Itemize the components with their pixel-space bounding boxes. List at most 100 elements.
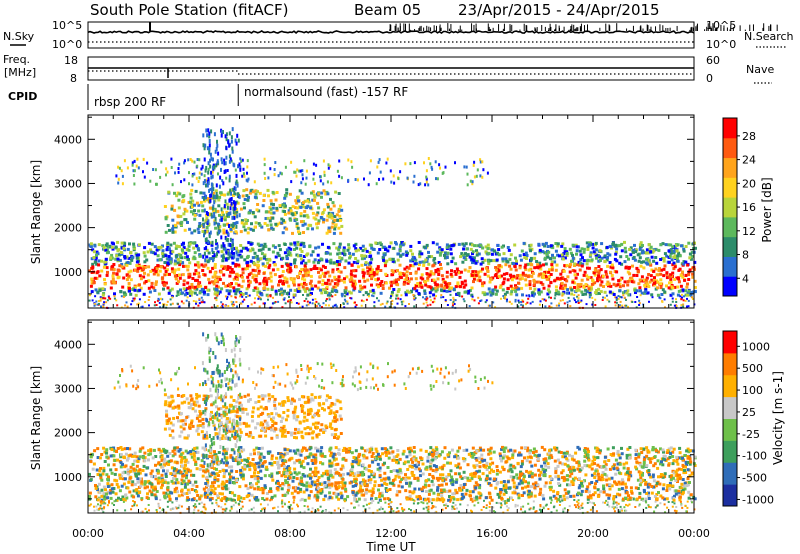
power-cell [94,256,98,260]
power-cell [524,283,528,287]
power-cell [472,256,476,260]
power-cell [174,171,176,175]
power-cell [488,280,492,284]
power-cell [220,167,222,172]
power-cell [379,170,382,174]
power-cell [497,266,501,270]
power-cell [165,167,168,171]
power-cell [368,171,371,175]
power-cell [647,243,651,247]
velocity-cell [557,498,561,502]
power-cell [319,216,323,219]
velocity-cell [363,466,367,470]
power-cell [310,284,314,288]
power-cell [598,249,602,253]
power-cell [237,164,239,169]
power-cell [500,274,504,278]
power-cell [563,264,567,268]
power-cell [626,289,630,293]
velocity-cell [629,474,633,478]
power-cell [212,191,216,195]
power-cell [599,283,603,287]
power-cell [170,204,174,208]
power-cell [396,289,400,293]
power-cell [328,282,332,286]
power-cell [561,257,565,261]
power-cell [450,274,454,278]
power-cell [208,270,212,274]
power-cell [213,221,216,226]
power-cell [311,302,314,305]
power-cell [537,265,541,269]
power-cell [198,213,202,217]
velocity-cell [590,473,594,477]
power-cell [425,180,428,184]
power-cell [682,262,686,266]
power-cell [290,160,293,164]
power-cell [228,198,231,203]
power-cell [559,299,562,302]
power-cell [94,295,97,298]
power-cell [165,303,168,306]
power-cell [606,252,610,256]
power-cell [348,251,352,255]
power-cell [321,279,325,283]
power-cell [226,222,230,226]
power-cell [188,171,190,175]
power-cell [632,273,636,277]
power-cell [445,270,449,274]
power-cell [435,177,437,181]
power-cell [248,280,252,284]
power-cell [389,169,392,173]
power-cell [191,199,195,203]
power-cell [524,278,528,282]
power-cell [428,273,432,277]
power-cell [243,298,246,301]
power-cell [278,275,282,279]
power-cell [247,283,251,287]
power-cell [455,267,459,271]
power-cell [309,274,313,278]
power-cell [242,225,246,229]
power-cell [239,207,243,211]
power-cell [116,240,120,244]
power-cell [283,193,287,197]
power-cell [585,262,589,266]
power-cell [587,285,591,289]
power-cell [338,214,342,218]
velocity-cell [674,478,678,482]
power-cell [562,290,566,294]
power-cell [301,223,305,227]
power-cell [254,189,258,193]
power-cell [322,302,325,305]
power-cell [550,296,552,299]
power-cell [610,274,614,277]
power-cell [521,293,524,297]
power-cell [142,157,145,161]
power-cell [244,221,248,225]
power-cell [90,277,94,281]
power-cell [283,243,287,246]
power-cell [225,155,228,160]
power-cell [605,282,609,286]
power-cell [663,264,667,268]
power-cell [528,280,532,283]
power-cell [295,246,299,250]
velocity-cell [583,455,587,458]
power-cell [330,181,333,185]
power-cell [315,226,319,230]
power-cell [590,282,594,286]
power-cell [604,296,606,299]
power-cell [118,264,122,268]
power-cell [305,297,308,300]
power-cell [277,283,280,287]
power-cell [171,183,174,187]
power-cell [206,266,210,270]
power-cell [273,173,276,177]
power-cell [215,242,219,246]
velocity-cell [544,481,548,485]
power-cell [354,305,357,308]
power-cell [238,194,241,199]
velocity-cell [651,448,655,452]
velocity-cell [526,449,530,453]
